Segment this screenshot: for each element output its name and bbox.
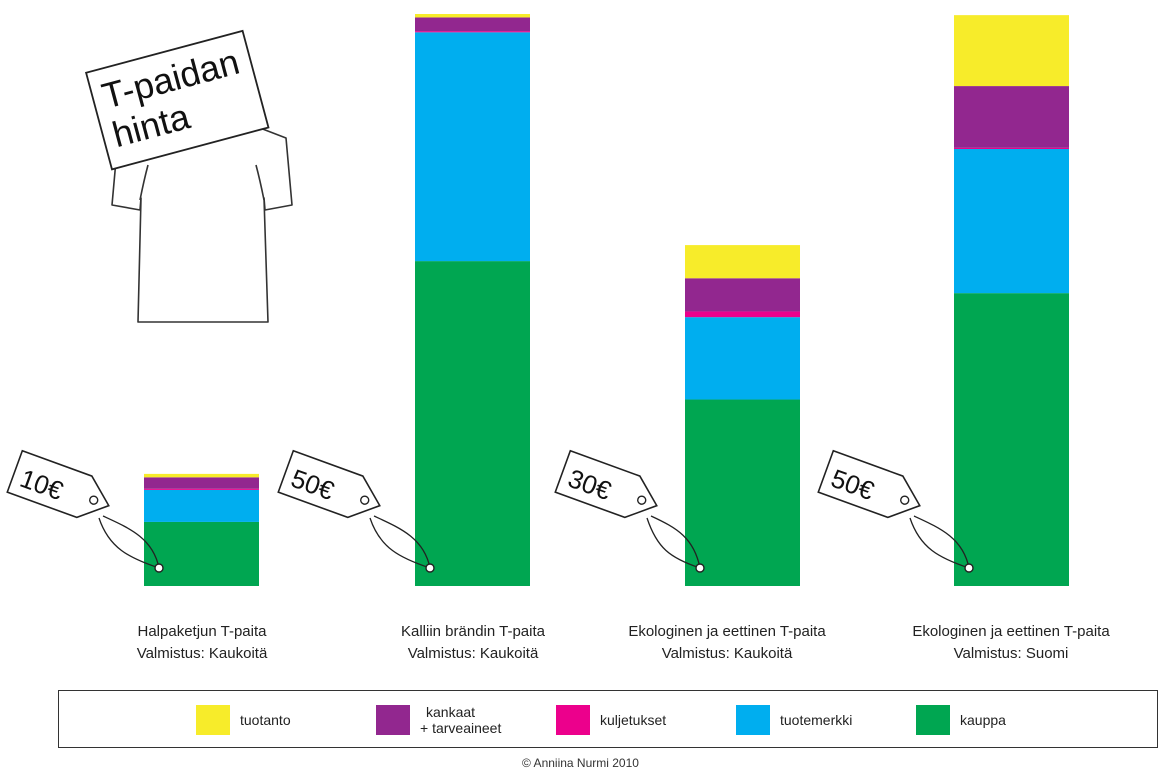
bar-segment-kauppa-3	[685, 399, 800, 586]
price-tag-knot-2	[425, 563, 435, 573]
category-label-3: Ekologinen ja eettinen T-paita Valmistus:…	[597, 621, 857, 665]
bar-segment-kankaat-tarveaineet-1	[144, 477, 259, 489]
bars-layer	[144, 14, 1069, 586]
legend-swatch	[916, 705, 950, 735]
bar-segment-tuotemerkki-3	[685, 317, 800, 400]
legend-label: kankaat + tarveaineet	[420, 704, 502, 736]
legend-item-kuljetukset: kuljetukset	[556, 705, 666, 735]
legend-item-tuotanto: tuotanto	[196, 705, 291, 735]
bar-segment-tuotemerkki-4	[954, 148, 1069, 294]
bar-segment-tuotanto-3	[685, 245, 800, 279]
copyright: © Anniina Nurmi 2010	[522, 756, 639, 770]
bar-segment-kankaat-tarveaineet-2	[415, 17, 530, 32]
bar-segment-kauppa-1	[144, 521, 259, 586]
legend-label: kuljetukset	[600, 712, 667, 728]
bar-segment-kuljetukset-2	[415, 31, 530, 33]
price-tags-layer: 10€ 50€ 30€ 50€	[6, 449, 974, 573]
price-tag-2: 50€	[277, 449, 381, 519]
bar-segment-tuotemerkki-1	[144, 489, 259, 522]
category-label-line2: Valmistus: Suomi	[953, 645, 1069, 662]
bar-segment-kauppa-4	[954, 293, 1069, 586]
legend-item-kauppa: kauppa	[916, 705, 1006, 735]
category-label-line1: Ekologinen ja eettinen T-paita	[628, 623, 826, 640]
bar-segment-kauppa-2	[415, 261, 530, 586]
price-tag-4: 50€	[817, 449, 921, 519]
bar-segment-tuotanto-2	[415, 14, 530, 18]
category-label-4: Ekologinen ja eettinen T-paita Valmistus:…	[881, 621, 1141, 665]
legend-swatch	[196, 705, 230, 735]
bar-segment-kuljetukset-1	[144, 488, 259, 490]
legend: tuotanto kankaat + tarveaineet kuljetukset t…	[58, 690, 1158, 748]
category-label-line1: Kalliin brändin T-paita	[401, 623, 545, 640]
price-tag-knot-4	[964, 563, 974, 573]
category-label-line2: Valmistus: Kaukoitä	[136, 645, 268, 662]
price-tag-string-4	[909, 515, 970, 569]
bar-segment-tuotanto-1	[144, 473, 259, 478]
bar-segment-kankaat-tarveaineet-3	[685, 278, 800, 312]
legend-swatch	[736, 705, 770, 735]
bar-segment-tuotanto-4	[954, 15, 1069, 87]
price-tag-1: 10€	[6, 449, 110, 519]
category-label-line1: Ekologinen ja eettinen T-paita	[912, 623, 1110, 640]
bar-segment-kuljetukset-4	[954, 147, 1069, 149]
price-tag-3: 30€	[554, 449, 658, 519]
legend-swatch	[376, 705, 410, 735]
bar-segment-kuljetukset-3	[685, 311, 800, 318]
price-tag-string-1	[98, 515, 160, 569]
price-tag-string-3	[646, 515, 701, 569]
bar-segment-kankaat-tarveaineet-4	[954, 86, 1069, 148]
category-label-line1: Halpaketjun T-paita	[137, 623, 267, 640]
price-tag-string-2	[369, 515, 431, 569]
bar-segment-tuotemerkki-2	[415, 32, 530, 262]
price-tag-knot-3	[695, 563, 705, 573]
legend-item-tuotemerkki: tuotemerkki	[736, 705, 852, 735]
category-label-2: Kalliin brändin T-paita Valmistus: Kaukoi…	[343, 621, 603, 665]
legend-label: tuotanto	[240, 712, 291, 728]
category-label-1: Halpaketjun T-paita Valmistus: Kaukoitä	[72, 621, 332, 665]
legend-label: kauppa	[960, 712, 1006, 728]
category-label-line2: Valmistus: Kaukoitä	[407, 645, 539, 662]
stacked-bar-chart: T-paidan hinta 10€ 50€ 30€ 50€	[6, 14, 1069, 586]
legend-swatch	[556, 705, 590, 735]
price-tag-knot-1	[154, 563, 164, 573]
legend-label: tuotemerkki	[780, 712, 853, 728]
legend-item-kankaat-tarveaineet: kankaat + tarveaineet	[376, 704, 502, 736]
title-sign: T-paidan hinta	[84, 29, 270, 171]
category-label-line2: Valmistus: Kaukoitä	[661, 645, 793, 662]
